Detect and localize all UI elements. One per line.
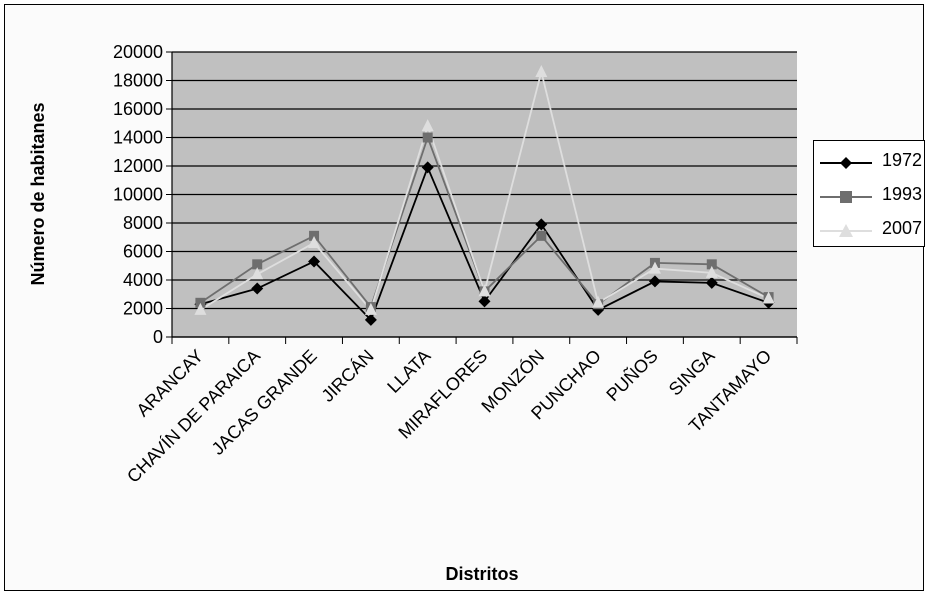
x-tick-label: JIRCÁN	[318, 346, 378, 406]
data-point-2007	[364, 302, 377, 315]
y-tick-label: 8000	[123, 213, 163, 233]
y-tick-label: 16000	[113, 99, 163, 119]
y-tick-label: 14000	[113, 128, 163, 148]
y-axis-label: Número de habitanes	[28, 102, 48, 285]
data-point-2007	[705, 265, 718, 278]
y-tick-label: 18000	[113, 71, 163, 91]
legend-label-2007: 2007	[882, 218, 923, 238]
data-point-2007	[592, 295, 605, 308]
legend-swatch-1972	[820, 157, 872, 169]
data-point-2007	[478, 284, 491, 297]
y-tick-label: 12000	[113, 156, 163, 176]
data-point-1972	[705, 276, 718, 289]
legend-swatch-1993	[820, 191, 872, 203]
data-point-2007	[251, 267, 264, 280]
y-tick-label: 4000	[123, 270, 163, 290]
y-tick-label: 0	[153, 327, 163, 347]
x-tick-label: PUÑOS	[602, 345, 662, 405]
x-tick-label: LLATA	[383, 346, 434, 397]
legend-item-1972: 1972	[814, 146, 926, 176]
data-point-1993	[706, 259, 717, 270]
data-point-2007	[194, 302, 207, 315]
data-point-2007	[648, 261, 661, 274]
data-point-1993	[422, 132, 433, 143]
data-point-1972	[421, 161, 434, 174]
data-point-1972	[478, 295, 491, 308]
data-point-2007	[535, 64, 548, 77]
data-point-1993	[536, 230, 547, 241]
legend-swatch-2007	[820, 224, 872, 237]
data-point-2007	[308, 235, 321, 248]
data-point-1972	[251, 282, 264, 295]
data-point-1972	[535, 218, 548, 231]
data-point-1993	[309, 230, 320, 241]
y-tick-label: 2000	[123, 299, 163, 319]
legend-item-1993: 1993	[814, 180, 926, 210]
data-point-2007	[762, 291, 775, 304]
data-point-1993	[195, 297, 206, 308]
data-point-1972	[648, 275, 661, 288]
legend: 1972 1993 2007	[813, 140, 925, 247]
data-point-1972	[308, 255, 321, 268]
data-point-2007	[421, 119, 434, 132]
data-point-1972	[364, 313, 377, 326]
x-tick-label: JACAS GRANDE	[208, 346, 321, 459]
legend-label-1993: 1993	[882, 184, 923, 204]
x-axis-label: Distritos	[445, 564, 518, 584]
y-tick-label: 10000	[113, 185, 163, 205]
data-point-1993	[252, 259, 263, 270]
x-tick-label: SINGA	[665, 346, 719, 400]
legend-label-1972: 1972	[882, 150, 923, 170]
legend-item-2007: 2007	[814, 214, 926, 244]
y-tick-label: 6000	[123, 242, 163, 262]
y-tick-label: 20000	[113, 42, 163, 62]
